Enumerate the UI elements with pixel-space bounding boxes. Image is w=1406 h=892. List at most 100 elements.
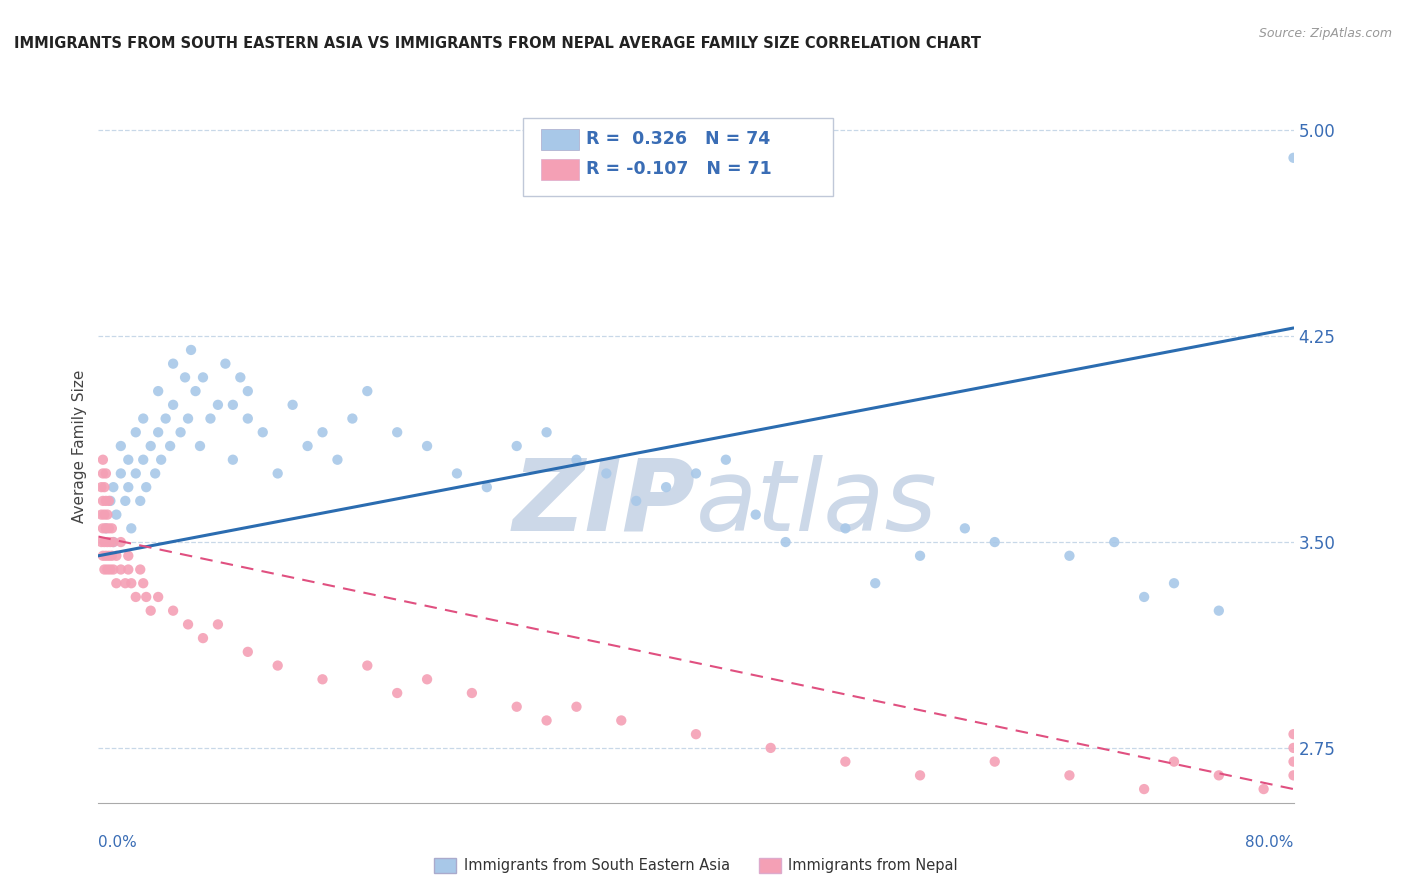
Point [90,535,112,549]
Point [148,425,170,440]
Point [267,658,290,673]
Text: 80.0%: 80.0% [1246,836,1294,850]
Point [1282,740,1305,755]
Point [200,411,222,425]
FancyBboxPatch shape [540,159,579,180]
Point [236,411,259,425]
Point [536,425,558,440]
Point [98,535,122,549]
Point [96,508,118,522]
Point [446,467,468,481]
Point [191,631,214,645]
Point [908,549,931,563]
Point [565,699,588,714]
Point [110,439,132,453]
Point [1208,604,1230,618]
Point [93,562,115,576]
Point [356,658,378,673]
Point [595,467,617,481]
Point [252,425,274,440]
Point [1163,576,1185,591]
FancyBboxPatch shape [540,129,579,150]
Point [103,480,125,494]
Point [908,768,931,782]
Point [865,576,887,591]
Text: R = -0.107   N = 71: R = -0.107 N = 71 [586,161,772,178]
Point [1253,782,1275,797]
Point [117,480,139,494]
Point [624,494,647,508]
Point [132,411,155,425]
Point [120,521,142,535]
Text: IMMIGRANTS FROM SOUTH EASTERN ASIA VS IMMIGRANTS FROM NEPAL AVERAGE FAMILY SIZE : IMMIGRANTS FROM SOUTH EASTERN ASIA VS IM… [14,36,981,51]
Point [236,384,259,398]
Point [385,425,409,440]
Point [953,521,976,535]
Point [177,411,200,425]
Point [655,480,678,494]
Point [114,576,136,591]
Point [775,535,797,549]
Point [94,494,117,508]
Point [103,535,125,549]
Point [1133,782,1156,797]
Text: atlas: atlas [696,455,938,551]
Y-axis label: Average Family Size: Average Family Size [72,369,87,523]
Point [162,398,184,412]
Point [150,452,173,467]
Point [188,439,211,453]
Point [177,617,200,632]
Point [1282,768,1305,782]
Point [1208,768,1230,782]
Point [132,452,155,467]
Point [416,673,439,687]
Point [207,398,229,412]
Point [91,521,114,535]
Point [103,535,125,549]
Point [94,467,117,481]
Point [983,755,1005,769]
Point [148,590,170,604]
Point [267,467,290,481]
Point [281,398,304,412]
Point [91,549,114,563]
Point [506,439,529,453]
Point [184,384,207,398]
Point [96,562,118,576]
Point [685,467,707,481]
Point [135,590,157,604]
Point [139,604,162,618]
Point [162,357,184,371]
Point [125,425,148,440]
Point [110,467,132,481]
Point [297,439,319,453]
Point [114,494,136,508]
Point [565,452,588,467]
Point [759,740,782,755]
Point [117,562,139,576]
Point [91,494,114,508]
Point [1282,755,1305,769]
Point [174,370,197,384]
Point [311,425,333,440]
Point [1059,549,1081,563]
Point [222,452,245,467]
Point [105,549,128,563]
Point [90,480,112,494]
Point [91,467,114,481]
Point [475,480,498,494]
Point [229,370,252,384]
Point [105,576,128,591]
Point [129,494,152,508]
Text: ZIP: ZIP [513,455,696,551]
Point [97,549,120,563]
Point [214,357,236,371]
Point [356,384,378,398]
Point [506,699,529,714]
Point [105,508,128,522]
Point [125,590,148,604]
Point [207,617,229,632]
Text: 0.0%: 0.0% [98,836,138,850]
Point [96,535,118,549]
Point [97,521,120,535]
